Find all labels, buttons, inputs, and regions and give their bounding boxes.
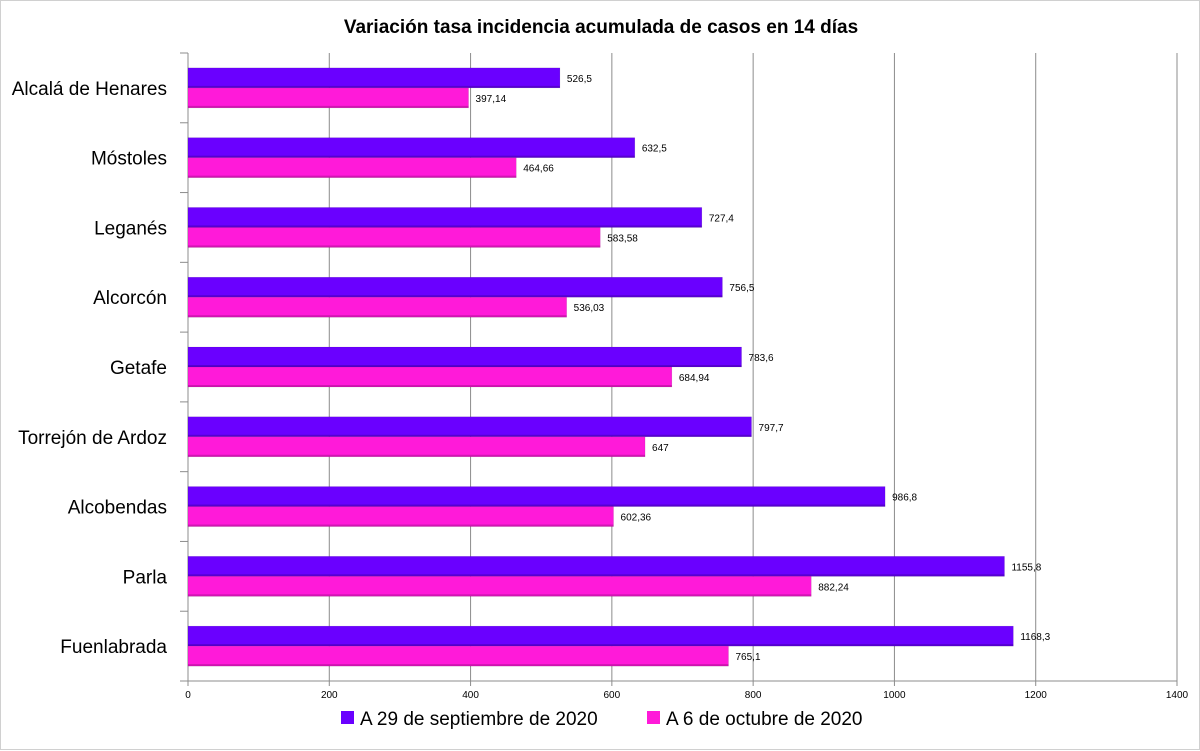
bar-shadow bbox=[188, 434, 752, 437]
data-labels: 526,5 397,14 632,5 464,66 727,4 583,58 756,5 53… bbox=[476, 74, 1051, 663]
data-label: 882,24 bbox=[818, 582, 849, 593]
bar-series2 bbox=[187, 366, 673, 388]
bar-shadow bbox=[188, 644, 1014, 647]
category-label: Alcorcón bbox=[93, 288, 167, 309]
bar-shadow bbox=[188, 225, 702, 228]
data-label: 727,4 bbox=[709, 213, 734, 224]
bar-series1 bbox=[187, 556, 1005, 577]
bar-series1 bbox=[187, 486, 886, 507]
x-tick-label: 200 bbox=[321, 690, 338, 701]
bar-series1 bbox=[187, 137, 636, 158]
category-label: Alcalá de Henares bbox=[12, 79, 167, 100]
legend-label: A 29 de septiembre de 2020 bbox=[360, 709, 598, 730]
data-label: 797,7 bbox=[759, 423, 784, 434]
bar-shadow bbox=[188, 454, 646, 457]
legend-label: A 6 de octubre de 2020 bbox=[666, 709, 863, 730]
category-label: Getafe bbox=[110, 358, 167, 379]
data-label: 536,03 bbox=[574, 303, 605, 314]
category-label: Parla bbox=[123, 567, 168, 588]
bar-series1 bbox=[187, 416, 752, 438]
x-tick-label: 600 bbox=[604, 690, 621, 701]
bar-series2 bbox=[187, 157, 517, 178]
bar-shadow bbox=[188, 385, 672, 387]
data-label: 1155,8 bbox=[1011, 562, 1041, 573]
data-label: 783,6 bbox=[749, 353, 774, 364]
data-label: 647 bbox=[652, 443, 669, 454]
bars bbox=[187, 67, 1014, 667]
legend-swatch bbox=[341, 711, 354, 724]
x-tick-label: 1200 bbox=[1025, 690, 1048, 701]
bar-shadow bbox=[188, 245, 601, 248]
category-label: Leganés bbox=[94, 218, 167, 239]
data-label: 602,36 bbox=[621, 513, 652, 524]
legend-swatch bbox=[647, 711, 660, 724]
bar-shadow bbox=[188, 175, 517, 178]
bar-shadow bbox=[188, 85, 560, 88]
bar-shadow bbox=[188, 105, 469, 108]
bar-shadow bbox=[188, 594, 812, 597]
category-label: Fuenlabrada bbox=[60, 637, 167, 658]
bar-series2 bbox=[187, 645, 729, 667]
bar-shadow bbox=[188, 295, 723, 298]
bar-series2 bbox=[187, 436, 646, 458]
bar-series1 bbox=[187, 625, 1014, 647]
data-label: 684,94 bbox=[679, 373, 710, 384]
data-label: 986,8 bbox=[892, 493, 917, 504]
x-tick-label: 800 bbox=[745, 690, 762, 701]
bar-shadow bbox=[188, 574, 1005, 577]
data-label: 583,58 bbox=[607, 233, 638, 244]
axes: 0 200 400 600 800 1000 1200 1400 Alcalá de Henar… bbox=[12, 52, 1189, 701]
data-label: 756,5 bbox=[729, 283, 754, 294]
bar-shadow bbox=[188, 365, 742, 367]
data-label: 397,14 bbox=[476, 94, 507, 105]
x-tick-label: 1000 bbox=[883, 690, 906, 701]
bar-series1 bbox=[187, 346, 742, 368]
category-label: Móstoles bbox=[91, 149, 167, 170]
x-tick-label: 0 bbox=[185, 690, 191, 701]
bar-shadow bbox=[188, 315, 567, 318]
bar-shadow bbox=[188, 155, 635, 158]
data-label: 1168,3 bbox=[1020, 632, 1050, 643]
data-label: 526,5 bbox=[567, 74, 592, 85]
bar-series2 bbox=[187, 227, 601, 248]
category-label: Alcobendas bbox=[68, 498, 167, 519]
data-label: 632,5 bbox=[642, 144, 667, 155]
data-label: 765,1 bbox=[735, 652, 760, 663]
bar-series1 bbox=[187, 276, 723, 298]
category-label: Torrejón de Ardoz bbox=[18, 428, 167, 449]
chart-title: Variación tasa incidencia acumulada de c… bbox=[344, 17, 858, 38]
bar-series1 bbox=[187, 67, 561, 89]
legend: A 29 de septiembre de 2020 A 6 de octubre… bbox=[341, 709, 863, 730]
bar-series2 bbox=[187, 87, 469, 109]
x-tick-label: 1400 bbox=[1166, 690, 1189, 701]
data-label: 464,66 bbox=[523, 164, 554, 175]
bar-shadow bbox=[188, 664, 729, 667]
bar-shadow bbox=[188, 524, 614, 527]
bar-series2 bbox=[187, 296, 567, 318]
bar-shadow bbox=[188, 504, 886, 507]
bar-series2 bbox=[187, 576, 812, 597]
bar-series2 bbox=[187, 506, 614, 527]
x-tick-label: 400 bbox=[462, 690, 479, 701]
bar-series1 bbox=[187, 207, 703, 228]
